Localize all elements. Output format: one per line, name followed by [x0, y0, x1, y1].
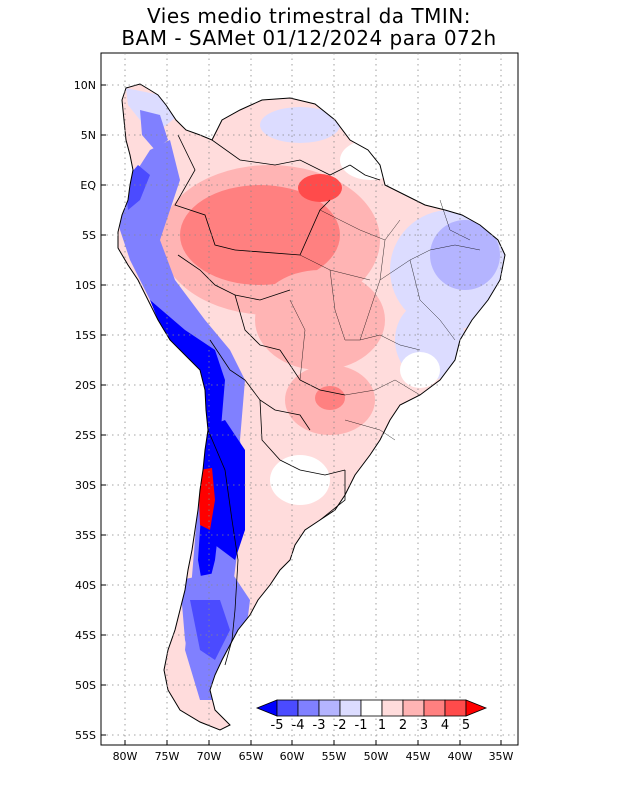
colorbar-label: -3: [313, 718, 326, 733]
colorbar-segment: [297, 699, 320, 717]
colorbar-segment: [402, 699, 425, 717]
lat-tick-label: 15S: [75, 329, 96, 342]
colorbar-segment: [381, 699, 404, 717]
colorbar-label: -5: [271, 718, 284, 733]
lon-tick-label: 50W: [364, 750, 389, 763]
lat-tick-label: 45S: [75, 629, 96, 642]
lon-tick-label: 35W: [489, 750, 514, 763]
lon-tick-label: 80W: [113, 750, 138, 763]
lon-tick-label: 75W: [155, 750, 180, 763]
colorbar-segment: [339, 699, 362, 717]
colorbar-label: 2: [399, 718, 407, 733]
lat-tick-label: EQ: [80, 179, 96, 192]
lat-tick-label: 10N: [74, 79, 96, 92]
lat-tick-label: 10S: [75, 279, 96, 292]
longitude-labels: 80W 75W 70W 65W 60W 55W 50W 45W 40W 35W: [113, 750, 514, 763]
latitude-labels: 10N 5N EQ 5S 10S 15S 20S 25S 30S 35S 40S…: [74, 79, 97, 742]
colorbar-labels: -5 -4 -3 -2 -1 1 2 3 4 5: [271, 718, 471, 733]
lat-tick-label: 20S: [75, 379, 96, 392]
state-borders: [289, 199, 481, 441]
lon-tick-label: 45W: [406, 750, 431, 763]
lat-tick-label: 25S: [75, 429, 96, 442]
colorbar-label: 5: [462, 718, 470, 733]
lat-tick-label: 35S: [75, 529, 96, 542]
lon-tick-label: 70W: [197, 750, 222, 763]
lon-tick-label: 65W: [239, 750, 264, 763]
lat-tick-label: 50S: [75, 679, 96, 692]
colorbar-segment: [360, 699, 383, 717]
tick-marks: [101, 84, 502, 745]
colorbar-label: 1: [378, 718, 386, 733]
map-title-line1: Vies medio trimestral da TMIN:: [147, 4, 471, 28]
colorbar-segment: [465, 699, 488, 717]
lon-tick-label: 40W: [448, 750, 473, 763]
country-borders: [174, 134, 381, 666]
lat-tick-label: 40S: [75, 579, 96, 592]
lat-tick-label: 5N: [81, 129, 96, 142]
colorbar-segment: [444, 699, 467, 717]
colorbar-segment: [318, 699, 341, 717]
colorbar-label: -4: [292, 718, 305, 733]
colorbar-label: -1: [355, 718, 368, 733]
colorbar-label: 3: [420, 718, 428, 733]
lat-tick-label: 5S: [82, 229, 96, 242]
lon-tick-label: 55W: [322, 750, 347, 763]
colorbar-segment: [276, 699, 299, 717]
map-title-line2: BAM - SAMet 01/12/2024 para 072h: [121, 26, 497, 50]
colorbar-label: -2: [334, 718, 347, 733]
lat-tick-label: 30S: [75, 479, 96, 492]
lon-tick-label: 60W: [280, 750, 305, 763]
lat-tick-label: 55S: [75, 729, 96, 742]
map-grid: [101, 53, 518, 745]
colorbar: [255, 699, 488, 717]
colorbar-segment: [423, 699, 446, 717]
colorbar-label: 4: [441, 718, 449, 733]
